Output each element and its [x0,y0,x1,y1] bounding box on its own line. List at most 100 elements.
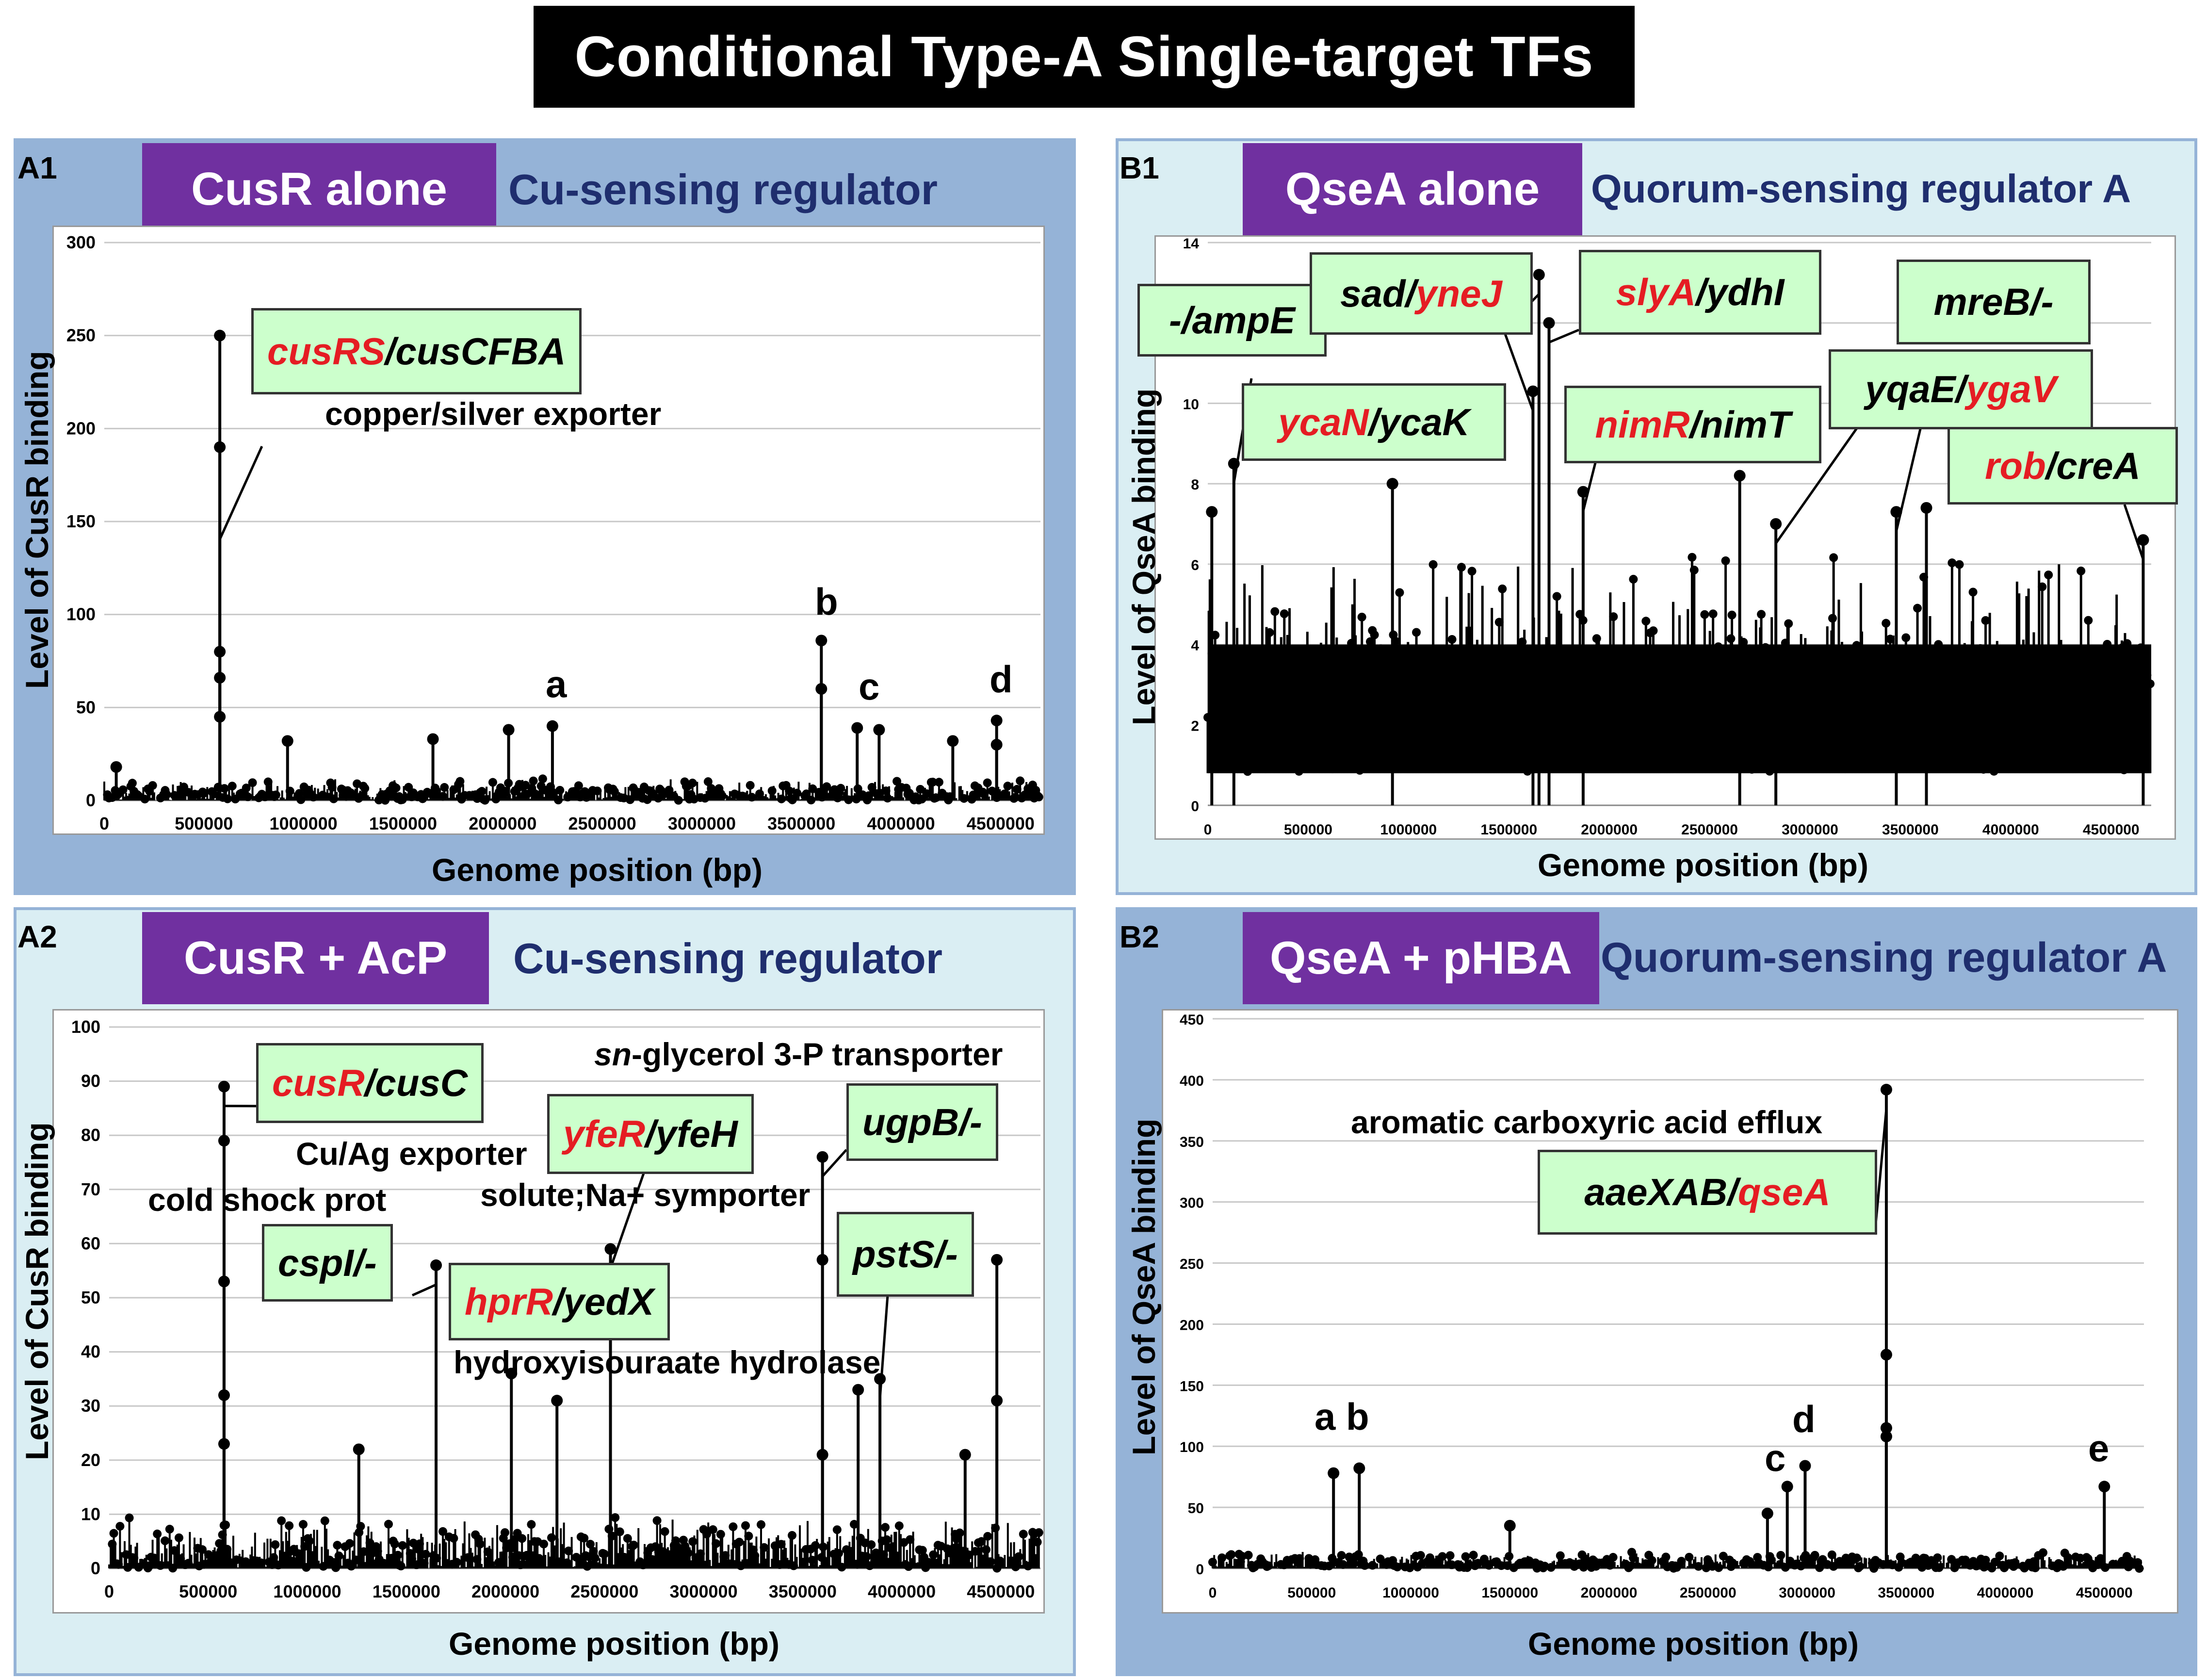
panel-b2-id: B2 [1120,919,1159,954]
b1-gene-nimR: nimR/nimT [1564,386,1821,463]
peak-point [1781,1481,1793,1493]
noise-point [333,1541,342,1550]
noise-point [572,1552,581,1562]
a2-anno-solute: solute;Na+ symporter [480,1177,811,1213]
a2-anno-sn-italic: sn [594,1036,632,1072]
noise-point [1457,563,1466,572]
noise-point [652,1516,662,1525]
noise-point [788,1531,796,1540]
peak-point [990,739,1003,750]
a2-gene-cusR-black: /cusC [364,1061,468,1104]
noise-point [118,785,128,794]
x-tick-label: 4000000 [868,1582,936,1601]
x-tick-label: 4500000 [967,1582,1035,1601]
x-tick-label: 3500000 [1882,822,1939,838]
x-tick-label: 1000000 [1382,1585,1439,1601]
a2-gene-ugpB: ugpB/- [846,1083,998,1161]
x-tick-label: 3000000 [668,814,736,833]
b1-gene-nimR-red: nimR [1595,403,1690,446]
noise-point [757,1520,765,1529]
peak-point [947,735,959,747]
x-tick-label: 4500000 [967,814,1035,833]
x-tick-label: 1000000 [1380,822,1437,838]
noise-point [148,781,157,790]
panel-a1: A1 CusR alone Cu-sensing regulator [14,138,1076,895]
x-tick-label: 4000000 [1982,822,2039,838]
peak-point [815,635,828,647]
noise-point [674,796,683,805]
y-tick-label: 300 [66,232,96,252]
panel-b2-tf-badge: QseA + pHBA [1243,912,1599,1004]
x-tick-label: 1500000 [1480,822,1537,838]
peak-point [430,1259,442,1272]
noise-point [729,1522,738,1532]
noise-point [629,1540,638,1550]
b2-peak-ab: a b [1314,1395,1369,1438]
y-tick-label: 0 [86,790,96,810]
y-tick-label: 100 [66,604,96,624]
b1-gene-rob: rob/creA [1947,427,2178,505]
noise-point [703,777,713,786]
b1-gene-sad-black: sad/ [1340,272,1416,315]
noise-point [735,1537,744,1547]
b1-gene-slyA-red: slyA [1616,271,1696,313]
noise-point [716,1530,725,1539]
b1-gene-ycaN-black: /ycaK [1368,400,1470,443]
y-tick-label: 150 [66,511,96,531]
peak-point [2098,1481,2110,1493]
noise-point [1003,782,1012,791]
x-tick-label: 1500000 [369,814,437,833]
noise-point [285,1521,294,1530]
noise-point [1034,792,1043,801]
noise-point [488,778,497,787]
noise-point [360,784,370,793]
x-tick-label: 3500000 [1878,1585,1934,1601]
x-tick-label: 2500000 [570,1582,638,1601]
peak-point [851,722,863,734]
peak-point [991,1395,1003,1407]
b2-peak-e: e [2088,1427,2110,1469]
noise-point [983,778,992,787]
a1-anno-copper: copper/silver exporter [325,396,662,432]
noise-point [610,787,619,796]
noise-point [1208,1558,1217,1567]
noise-point [175,1533,183,1542]
noise-point [785,786,794,796]
y-tick-label: 6 [1191,557,1199,573]
b1-gene-slyA-black: /ydhI [1696,271,1785,313]
noise-point [1649,626,1658,636]
y-tick-label: 250 [1180,1256,1204,1272]
y-tick-label: 8 [1191,477,1199,493]
a2-gene-hprR-black: /yedX [552,1280,654,1323]
callout-leader [609,1169,647,1269]
x-tick-label: 3500000 [769,1582,837,1601]
a1-x-axis-label: Genome position (bp) [432,852,763,888]
x-tick-label: 2000000 [469,814,536,833]
b1-gene-sad-red: yneJ [1416,272,1502,315]
noise-point [1445,1551,1455,1560]
noise-point [384,1519,393,1529]
noise-point [1395,588,1404,597]
noise-point [125,1513,134,1522]
noise-point [345,1539,354,1548]
y-tick-label: 250 [66,326,96,345]
noise-point [115,1522,125,1531]
y-tick-label: 50 [81,1288,100,1307]
x-tick-label: 4500000 [2083,822,2140,838]
noise-point [1357,612,1366,621]
x-tick-label: 2000000 [1581,1585,1638,1601]
noise-point [1016,776,1025,785]
x-tick-label: 0 [104,1582,114,1601]
noise-point [1265,628,1274,637]
panel-a2-tf-badge: CusR + AcP [142,912,489,1004]
panel-b1-subtitle: Quorum-sensing regulator A [1591,167,2131,211]
b2-peak-d: d [1792,1398,1816,1440]
peak-point [505,1368,518,1380]
noise-point [452,1558,461,1567]
noise-point [1933,1553,1942,1562]
peak-point [604,1243,617,1255]
noise-point [1447,635,1457,644]
noise-point [299,1520,308,1529]
noise-point [1776,1550,1785,1560]
